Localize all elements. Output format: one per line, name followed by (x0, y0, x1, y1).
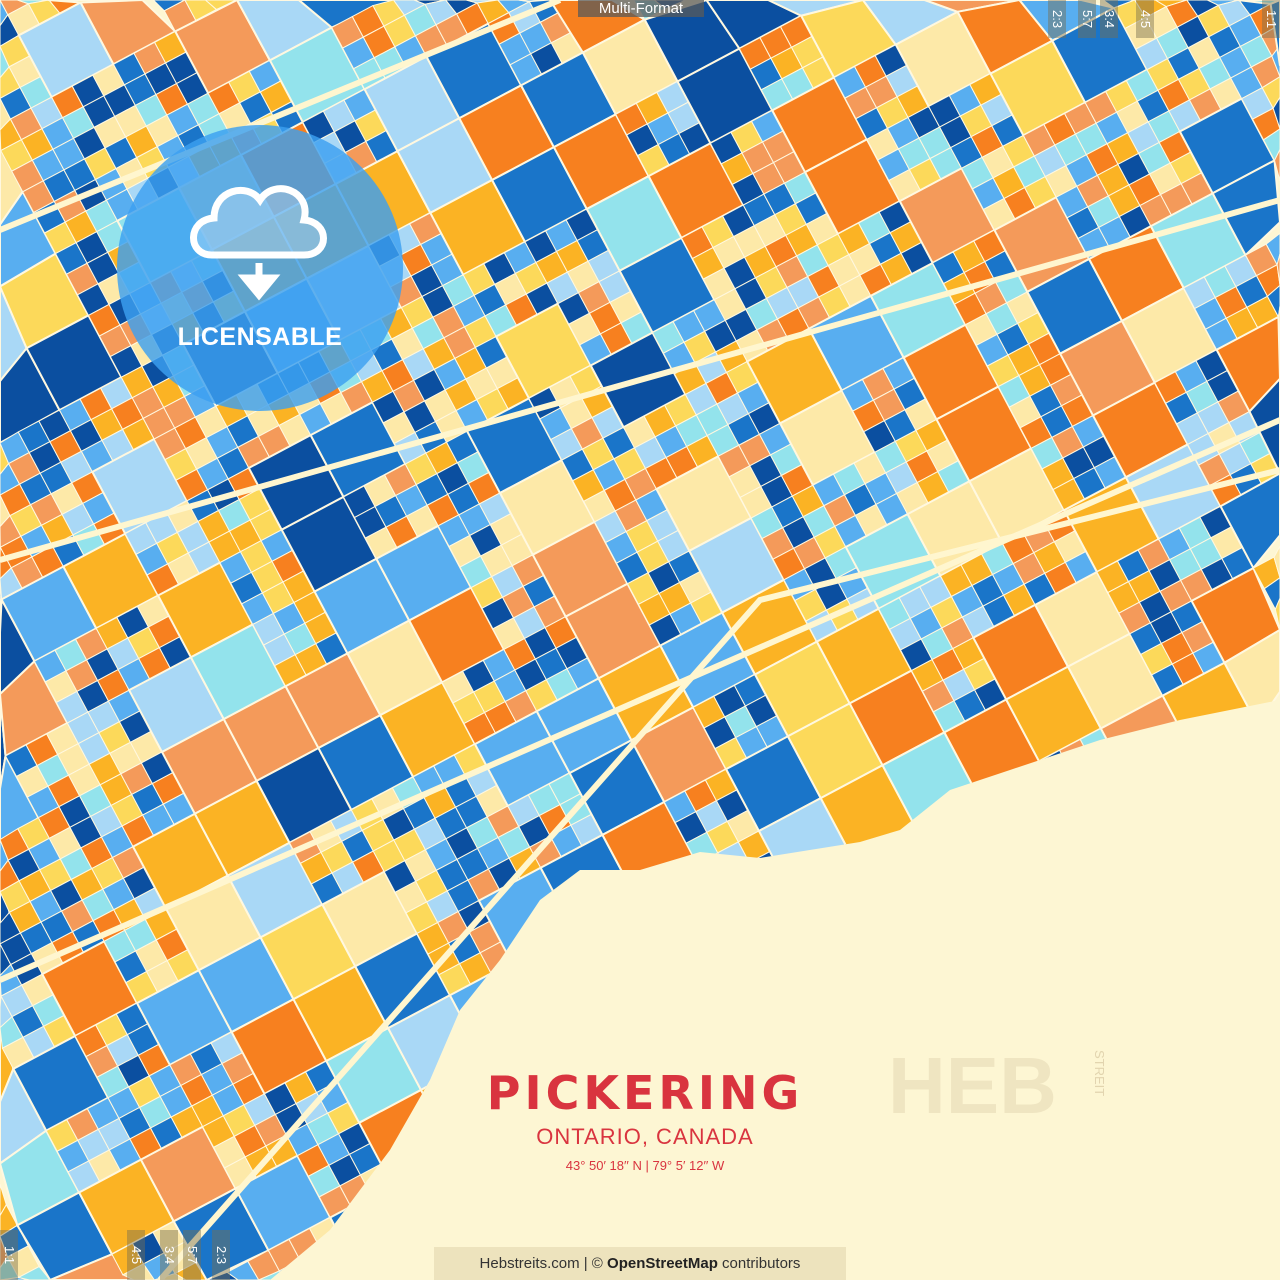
ratio-guide-top[interactable]: 1:1 (1262, 0, 1280, 38)
ratio-guide-top[interactable]: 4:5 (1136, 0, 1154, 38)
land-parcel (1190, 566, 1280, 665)
ratio-guide-bottom[interactable]: 5:7 (183, 1230, 201, 1280)
land-parcel (204, 0, 238, 11)
land-parcel (1215, 315, 1280, 414)
watermark: HEB (888, 1041, 1057, 1130)
highway (0, 197, 1280, 563)
land-parcel (174, 1261, 208, 1280)
land-parcel (1207, 0, 1240, 6)
credit-line[interactable]: Hebstreits.com | © OpenStreetMap contrib… (434, 1247, 846, 1280)
land-parcel (1265, 232, 1280, 267)
badge-label: LICENSABLE (177, 323, 343, 351)
land-parcel (17, 1265, 52, 1280)
cloud-download-icon (190, 185, 327, 301)
land-parcel (152, 0, 186, 12)
land-parcel (1219, 471, 1280, 570)
credit-osm-link[interactable]: OpenStreetMap (607, 1255, 718, 1272)
land-parcel (1272, 95, 1280, 130)
land-parcel (1262, 127, 1280, 162)
land-parcel (1269, 0, 1280, 66)
land-parcel (121, 1263, 156, 1280)
ratio-guide-top[interactable]: 2:3 (1048, 0, 1066, 38)
land-parcel (1273, 149, 1280, 182)
land-parcel (49, 1253, 148, 1280)
land-parcel (226, 1260, 260, 1280)
format-tab[interactable]: Multi-Format (578, 0, 704, 17)
ratio-guide-top[interactable]: 5:7 (1078, 0, 1096, 38)
land-parcel (1276, 253, 1280, 286)
ratio-guide-bottom[interactable]: 1:1 (0, 1230, 18, 1280)
credit-site: Hebstreits.com | © (479, 1255, 608, 1272)
land-parcel (1153, 0, 1188, 8)
watermark-side: STREIT (1092, 1050, 1107, 1097)
land-parcel (1273, 545, 1280, 578)
land-parcel (924, 0, 1020, 13)
land-parcel (206, 1271, 240, 1280)
land-parcel (413, 0, 446, 5)
land-parcel (1251, 107, 1280, 141)
land-parcel (1261, 75, 1280, 110)
land-parcel (1255, 263, 1280, 298)
land-parcel (1250, 55, 1280, 89)
land-parcel (1266, 284, 1280, 319)
credit-suffix: contributors (717, 1255, 801, 1272)
land-parcel (767, 0, 864, 17)
land-parcel (1252, 556, 1280, 590)
ratio-guide-top[interactable]: 3:4 (1100, 0, 1118, 38)
land-parcel (1274, 598, 1280, 630)
land-parcel (1263, 576, 1280, 611)
ratio-guide-bottom[interactable]: 3:4 (160, 1230, 178, 1280)
land-parcel (1101, 0, 1135, 9)
land-parcel (0, 1276, 30, 1280)
highway (157, 467, 1280, 1280)
ratio-guide-bottom[interactable]: 4:5 (127, 1230, 145, 1280)
map-title: PICKERING (486, 1066, 804, 1120)
highway (0, 417, 1280, 983)
coordinates: 43° 50′ 18′′ N | 79° 5′ 12′′ W (565, 1158, 725, 1173)
ratio-guide-bottom[interactable]: 2:3 (212, 1230, 230, 1280)
land-parcel (1223, 628, 1280, 727)
licensable-badge[interactable]: LICENSABLE (117, 125, 403, 411)
map-subtitle: ONTARIO, CANADA (536, 1124, 754, 1149)
highway (0, 0, 562, 233)
